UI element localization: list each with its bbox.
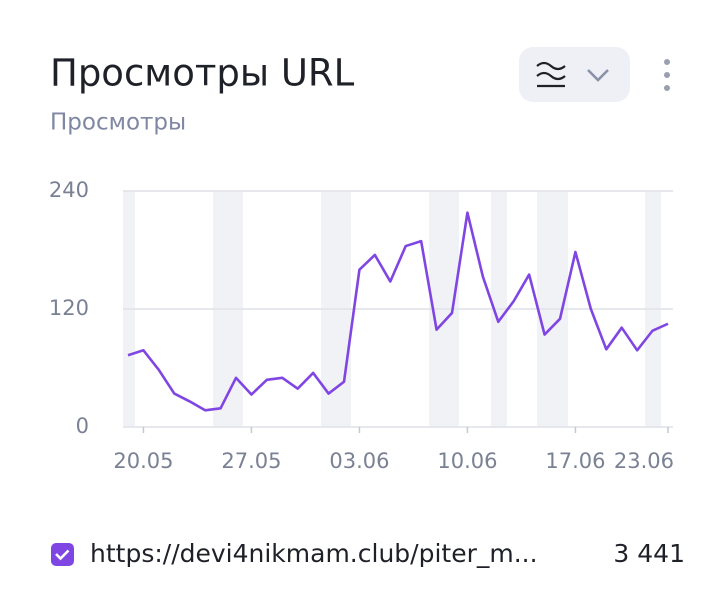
chart-icon [536, 61, 566, 88]
legend-label: https://devi4nikmam.club/piter_m... [90, 539, 538, 568]
y-tick-label: 0 [76, 414, 89, 438]
legend-item[interactable]: https://devi4nikmam.club/piter_m... 3 44… [51, 539, 685, 568]
y-tick-label: 120 [49, 296, 89, 320]
x-tick-label: 17.06 [545, 449, 605, 473]
series-line [127, 211, 669, 412]
x-tick-label: 20.05 [113, 449, 173, 473]
x-tick-label: 23.06 [614, 449, 674, 473]
chevron-icon [587, 69, 609, 82]
button-bg[interactable] [519, 47, 630, 102]
legend-checkbox[interactable] [51, 543, 74, 566]
widget-title: Просмотры URL [50, 52, 355, 95]
x-tick-label: 27.05 [221, 449, 281, 473]
check-icon [55, 549, 70, 561]
widget-subtitle: Просмотры [50, 110, 186, 136]
more-button[interactable] [664, 59, 670, 91]
chart-type-button[interactable] [519, 47, 630, 102]
y-tick-label: 240 [49, 178, 89, 202]
legend-total: 3 441 [613, 539, 685, 568]
x-tick-label: 03.06 [329, 449, 389, 473]
x-tick-label: 10.06 [437, 449, 497, 473]
